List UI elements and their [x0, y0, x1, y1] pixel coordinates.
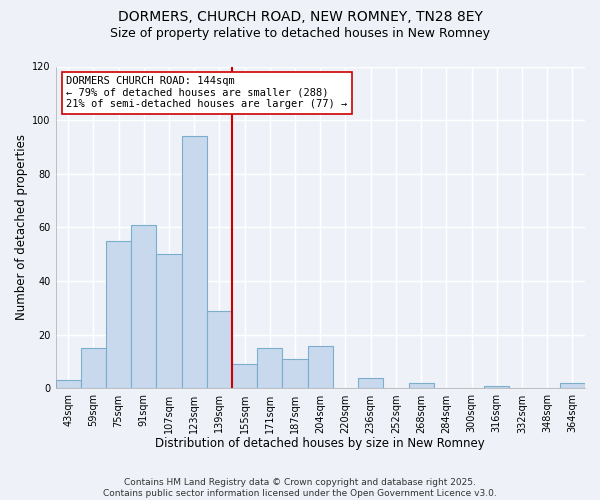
Text: DORMERS CHURCH ROAD: 144sqm
← 79% of detached houses are smaller (288)
21% of se: DORMERS CHURCH ROAD: 144sqm ← 79% of det…	[66, 76, 347, 110]
Y-axis label: Number of detached properties: Number of detached properties	[15, 134, 28, 320]
Bar	[207, 310, 232, 388]
Bar	[157, 254, 182, 388]
Bar	[560, 383, 585, 388]
Text: Contains HM Land Registry data © Crown copyright and database right 2025.
Contai: Contains HM Land Registry data © Crown c…	[103, 478, 497, 498]
Bar	[484, 386, 509, 388]
Bar	[131, 225, 157, 388]
Bar	[56, 380, 81, 388]
Bar	[257, 348, 283, 389]
Bar	[182, 136, 207, 388]
Bar	[308, 346, 333, 389]
Bar	[106, 241, 131, 388]
Bar	[283, 359, 308, 388]
Text: Size of property relative to detached houses in New Romney: Size of property relative to detached ho…	[110, 28, 490, 40]
Bar	[409, 383, 434, 388]
Bar	[358, 378, 383, 388]
Text: DORMERS, CHURCH ROAD, NEW ROMNEY, TN28 8EY: DORMERS, CHURCH ROAD, NEW ROMNEY, TN28 8…	[118, 10, 482, 24]
X-axis label: Distribution of detached houses by size in New Romney: Distribution of detached houses by size …	[155, 437, 485, 450]
Bar	[81, 348, 106, 389]
Bar	[232, 364, 257, 388]
